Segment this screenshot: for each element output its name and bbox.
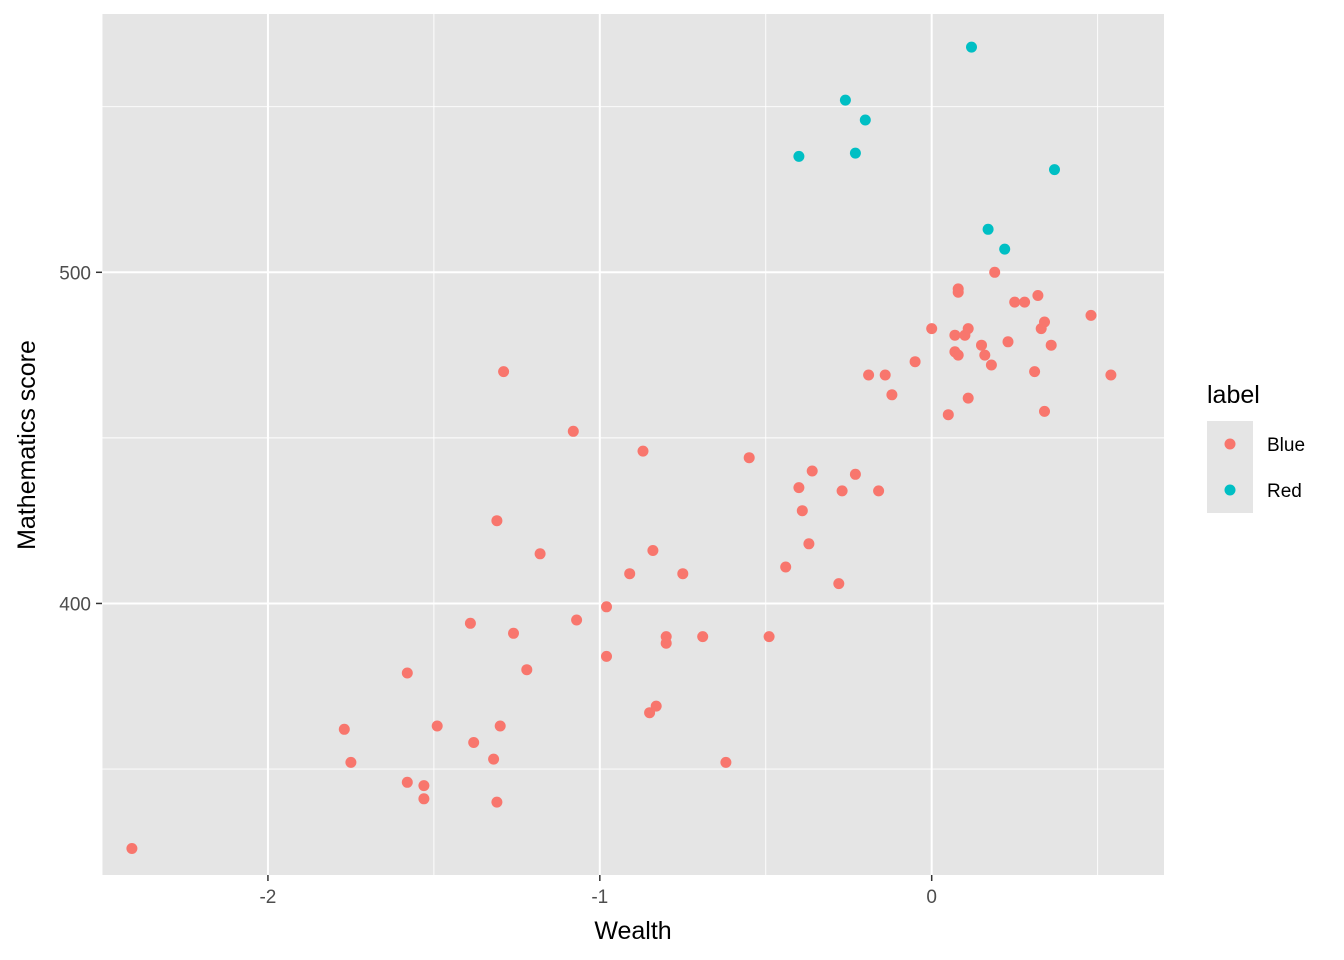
data-point-blue: [976, 339, 987, 351]
data-point-blue: [464, 617, 476, 629]
y-tick-label: 400: [59, 594, 91, 615]
data-point-blue: [1045, 339, 1057, 351]
data-point-blue: [601, 601, 612, 613]
data-point-blue: [401, 776, 413, 788]
data-point-blue: [879, 369, 891, 381]
data-point-blue: [624, 568, 636, 580]
data-point-blue: [508, 627, 519, 639]
major-gridlines: [102, 14, 1164, 875]
minor-gridlines: [101, 14, 1164, 875]
data-point-blue: [926, 323, 938, 335]
data-point-blue: [601, 650, 612, 662]
data-point-blue: [697, 631, 709, 643]
legend-title: label: [1207, 381, 1260, 409]
data-point-blue: [873, 485, 885, 497]
data-point-blue: [836, 485, 848, 497]
data-point-blue: [401, 667, 413, 679]
data-point-blue: [1002, 336, 1014, 348]
data-point-blue: [650, 700, 662, 712]
data-point-blue: [571, 614, 583, 626]
legend-items: Blue Red: [1207, 421, 1305, 513]
data-point-blue: [677, 568, 689, 580]
data-point-blue: [962, 392, 974, 404]
data-point-blue: [521, 664, 533, 676]
data-point-red: [982, 223, 994, 235]
data-point-blue: [491, 515, 503, 527]
data-point-blue: [534, 548, 546, 560]
data-point-blue: [1029, 366, 1041, 378]
data-point-blue: [126, 843, 138, 854]
data-point-blue: [1039, 316, 1050, 328]
data-point-blue: [1105, 369, 1117, 381]
x-axis-title: Wealth: [594, 917, 671, 945]
legend-swatch-red: [1224, 484, 1236, 496]
data-point-red: [859, 114, 871, 126]
data-point-blue: [468, 737, 480, 748]
data-point-blue: [803, 538, 815, 550]
data-point-blue: [942, 409, 954, 421]
data-point-blue: [488, 753, 500, 765]
data-point-blue: [763, 631, 775, 643]
data-point-red: [793, 150, 805, 162]
data-point-blue: [1085, 309, 1097, 321]
data-point-blue: [1032, 290, 1044, 301]
legend-label-blue: Blue: [1267, 435, 1305, 456]
data-points: [126, 41, 1117, 854]
legend: label Blue Red: [1207, 381, 1305, 513]
data-point-blue: [647, 545, 659, 556]
data-point-red: [849, 147, 861, 159]
y-axis-title: Mathematics score: [13, 340, 41, 550]
data-point-blue: [806, 465, 818, 477]
data-point-blue: [849, 468, 861, 480]
data-point-blue: [949, 329, 961, 341]
data-point-blue: [962, 323, 974, 335]
x-axis: -2 -1 0: [259, 875, 937, 908]
y-axis: 400 500: [59, 263, 102, 615]
x-tick-label: -2: [259, 887, 276, 908]
data-point-blue: [491, 796, 503, 808]
data-point-blue: [418, 793, 430, 805]
data-point-blue: [494, 720, 506, 732]
x-tick-label: -1: [591, 887, 608, 908]
data-point-blue: [418, 780, 430, 792]
x-tick-label: 0: [926, 887, 937, 908]
data-point-blue: [985, 359, 997, 371]
data-point-blue: [952, 349, 964, 361]
data-point-blue: [1039, 405, 1050, 417]
data-point-blue: [720, 756, 732, 768]
data-point-blue: [567, 425, 579, 437]
data-point-blue: [833, 578, 845, 590]
data-point-red: [839, 94, 851, 106]
data-point-blue: [886, 389, 898, 401]
data-point-blue: [345, 756, 357, 768]
data-point-blue: [1009, 296, 1021, 308]
data-point-blue: [793, 482, 805, 494]
data-point-red: [1049, 164, 1060, 176]
data-point-blue: [780, 561, 792, 573]
data-point-red: [999, 243, 1011, 255]
data-point-blue: [909, 356, 921, 368]
data-point-blue: [989, 266, 1001, 278]
data-point-blue: [743, 452, 755, 464]
data-point-red: [966, 41, 977, 53]
data-point-blue: [1019, 296, 1031, 308]
data-point-blue: [498, 366, 510, 378]
legend-swatch-blue: [1224, 438, 1236, 450]
data-point-blue: [660, 637, 672, 649]
data-point-blue: [338, 723, 350, 735]
plot-panel: [102, 14, 1164, 875]
data-point-blue: [796, 505, 808, 517]
data-point-blue: [431, 720, 443, 732]
data-point-blue: [863, 369, 875, 381]
data-point-blue: [952, 286, 964, 298]
y-tick-label: 500: [59, 263, 91, 284]
legend-label-red: Red: [1267, 481, 1302, 502]
data-point-blue: [637, 445, 649, 457]
data-point-blue: [979, 349, 991, 361]
